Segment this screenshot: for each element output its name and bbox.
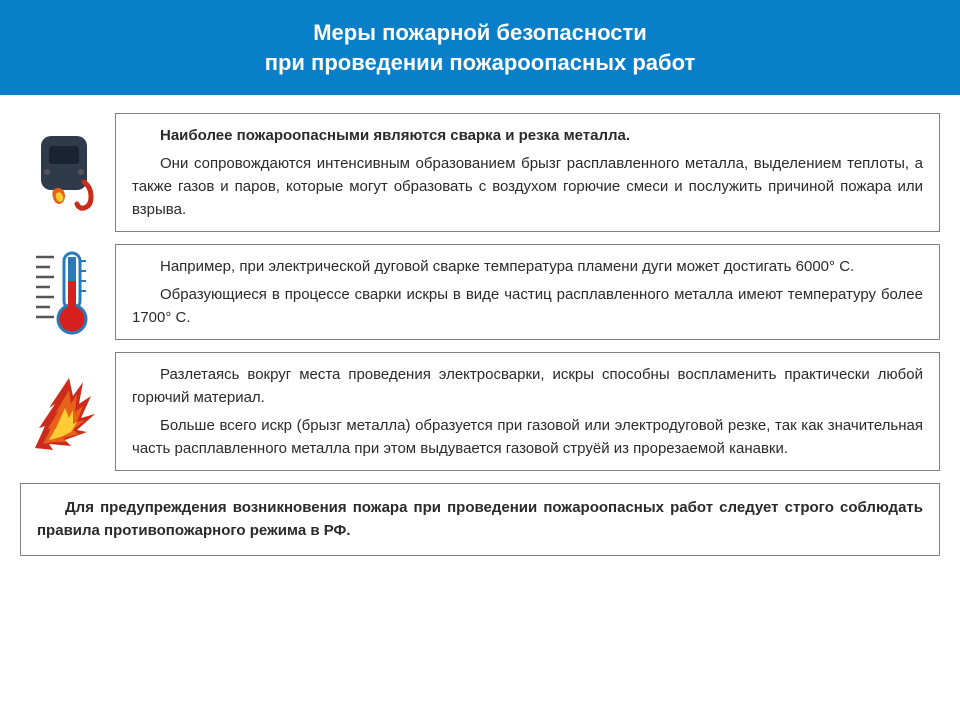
para: Разлетаясь вокруг места проведения элект…: [132, 363, 923, 410]
para: Наиболее пожароопасными являются сварка …: [132, 124, 923, 147]
section-row: Наиболее пожароопасными являются сварка …: [20, 113, 940, 232]
section-row: Например, при электрической дуговой свар…: [20, 244, 940, 340]
content-area: Наиболее пожароопасными являются сварка …: [0, 95, 960, 565]
welding-mask-icon: [29, 132, 107, 214]
icon-cell: [20, 132, 115, 214]
para: Они сопровождаются интенсивным образован…: [132, 152, 923, 222]
text-box-2: Например, при электрической дуговой свар…: [115, 244, 940, 340]
section-row: Разлетаясь вокруг места проведения элект…: [20, 352, 940, 471]
icon-cell: [20, 368, 115, 456]
page-header: Меры пожарной безопасности при проведени…: [0, 0, 960, 95]
text-box-1: Наиболее пожароопасными являются сварка …: [115, 113, 940, 232]
spark-icon: [27, 368, 109, 456]
header-line2: при проведении пожароопасных работ: [10, 48, 950, 78]
header-line1: Меры пожарной безопасности: [10, 18, 950, 48]
footer-text: Для предупреждения возникновения пожара …: [37, 496, 923, 543]
para: Больше всего искр (брызг металла) образу…: [132, 414, 923, 461]
thermometer-icon: [30, 247, 106, 337]
footer-box: Для предупреждения возникновения пожара …: [20, 483, 940, 556]
icon-cell: [20, 247, 115, 337]
para: Например, при электрической дуговой свар…: [132, 255, 923, 278]
text-box-3: Разлетаясь вокруг места проведения элект…: [115, 352, 940, 471]
para: Образующиеся в процессе сварки искры в в…: [132, 283, 923, 330]
